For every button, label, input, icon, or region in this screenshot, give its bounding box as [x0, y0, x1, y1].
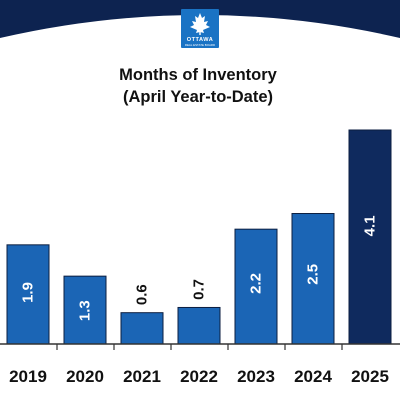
- bar-2025: [348, 129, 392, 345]
- bar-2019: [6, 244, 50, 345]
- x-tick-label-2023: 2023: [237, 367, 275, 386]
- x-tick-label-2019: 2019: [9, 367, 47, 386]
- data-label-2024: 2.5: [305, 264, 322, 285]
- x-tick-label-2024: 2024: [294, 367, 332, 386]
- maple-leaf-icon: [190, 13, 210, 33]
- data-label-2023: 2.2: [248, 273, 265, 294]
- x-tick-label-2020: 2020: [66, 367, 104, 386]
- bar-2022: [177, 306, 221, 345]
- x-tick-labels-group: 2019 2020 2021 2022 2023 2024 2025: [9, 367, 389, 386]
- x-tick-label-2021: 2021: [123, 367, 161, 386]
- data-label-2020: 1.3: [77, 300, 94, 321]
- logo: OTTAWA REAL ESTATE BOARD: [181, 9, 219, 48]
- bar-2021: [120, 312, 164, 345]
- logo-text-line1: OTTAWA: [187, 37, 214, 43]
- bar-2024: [291, 213, 335, 345]
- data-label-2022: 0.7: [191, 279, 208, 300]
- bars-group: 1.9 1.3 0.6 0.7 2.2 2.5 4.1: [6, 129, 392, 345]
- x-tick-label-2022: 2022: [180, 367, 218, 386]
- bar-2020: [63, 275, 107, 345]
- x-ticks-group: [56, 344, 343, 350]
- chart-subtitle: (April Year-to-Date): [123, 88, 273, 106]
- x-tick-label-2025: 2025: [351, 367, 389, 386]
- chart-title: Months of Inventory: [119, 66, 277, 84]
- data-label-2025: 4.1: [362, 215, 379, 236]
- header-banner: [0, 0, 400, 38]
- logo-text-line2: REAL ESTATE BOARD: [185, 43, 215, 47]
- maple-leaf-stem: [199, 32, 201, 35]
- data-label-2019: 1.9: [20, 282, 37, 303]
- data-label-2021: 0.6: [134, 284, 151, 305]
